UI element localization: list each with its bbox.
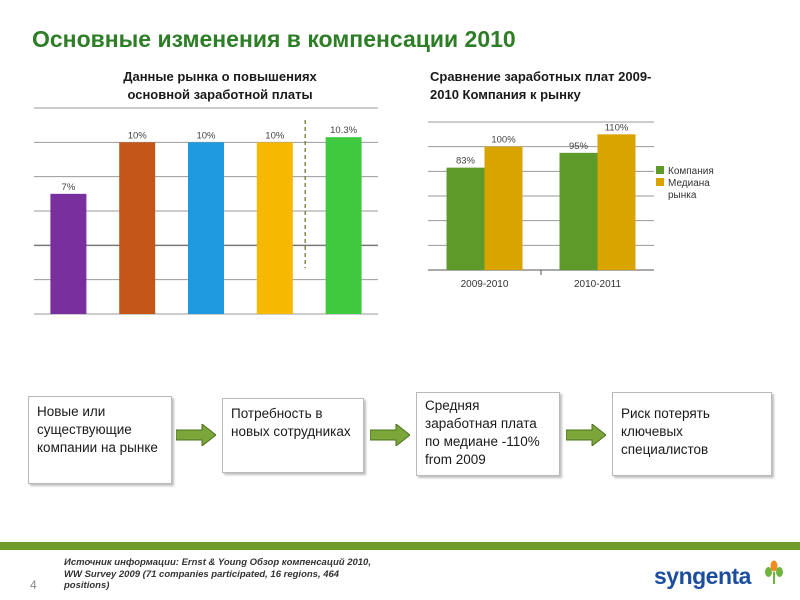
logo-flower-icon xyxy=(765,560,783,584)
source-line-3: positions) xyxy=(64,580,110,591)
chart2-legend-label: Медиана xyxy=(668,178,710,189)
source-note: Источник информации: Ernst & Young Обзор… xyxy=(64,557,404,592)
syngenta-logo: syngenta xyxy=(654,563,751,589)
page-title: Основные изменения в компенсации 2010 xyxy=(32,26,516,52)
chart1-bar xyxy=(50,193,87,314)
chart1-data-label: 10% xyxy=(128,130,148,141)
chart2-data-label: 83% xyxy=(456,156,476,167)
chart2-bar xyxy=(446,167,485,270)
chart2-title-line1: Сравнение заработных плат 2009- xyxy=(430,69,652,84)
flow-box-demand-employees: Потребность в новых сотрудниках xyxy=(222,398,364,473)
page-number: 4 xyxy=(30,578,37,592)
chart2-x-tick-label: 2010-2011 xyxy=(574,279,622,290)
chart2-legend-swatch xyxy=(656,166,664,174)
chart2-data-label: 110% xyxy=(605,122,629,133)
flow-arrow-1 xyxy=(176,424,216,446)
flow-box-median-salary: Средняя заработная плата по медиане -110… xyxy=(416,392,560,476)
chart1-bar xyxy=(256,142,293,314)
source-line-1: Источник информации: Ernst & Young Обзор… xyxy=(64,557,371,568)
chart2-bar xyxy=(597,134,636,270)
chart2-legend-label: Компания xyxy=(668,166,714,177)
chart1-bar xyxy=(119,142,156,314)
chart1-data-label: 10.3% xyxy=(330,125,357,136)
flow-arrow-3 xyxy=(566,424,606,446)
chart2-title: Сравнение заработных плат 2009- 2010 Ком… xyxy=(430,68,730,104)
chart2-x-tick-label: 2009-2010 xyxy=(461,279,509,290)
chart2-bar xyxy=(484,146,523,270)
chart1-bar xyxy=(325,137,362,314)
chart1-data-label: 10% xyxy=(196,130,216,141)
chart1-bar xyxy=(188,142,224,314)
source-line-2: WW Survey 2009 (71 companies participate… xyxy=(64,568,340,580)
chart2-title-line2: 2010 Компания к рынку xyxy=(430,87,581,102)
chart1-title-line1: Данные рынка о повышениях xyxy=(123,69,317,84)
flow-arrow-2 xyxy=(370,424,410,446)
flow-box-new-companies: Новые или существующие компании на рынке xyxy=(28,396,172,484)
chart2-legend-label: рынка xyxy=(668,190,697,201)
footer-band xyxy=(0,542,800,550)
chart2-data-label: 95% xyxy=(569,141,589,152)
chart2-legend-swatch xyxy=(656,178,664,186)
chart1-data-label: 7% xyxy=(62,182,76,193)
chart2-data-label: 100% xyxy=(491,135,516,146)
flow-box-risk-loss: Риск потерять ключевых специалистов xyxy=(612,392,772,476)
chart1-data-label: 10% xyxy=(265,130,285,141)
chart2-bar xyxy=(559,152,598,270)
chart1-title-line2: основной заработной платы xyxy=(127,87,313,102)
chart1-title: Данные рынка о повышениях основной зараб… xyxy=(70,68,370,104)
